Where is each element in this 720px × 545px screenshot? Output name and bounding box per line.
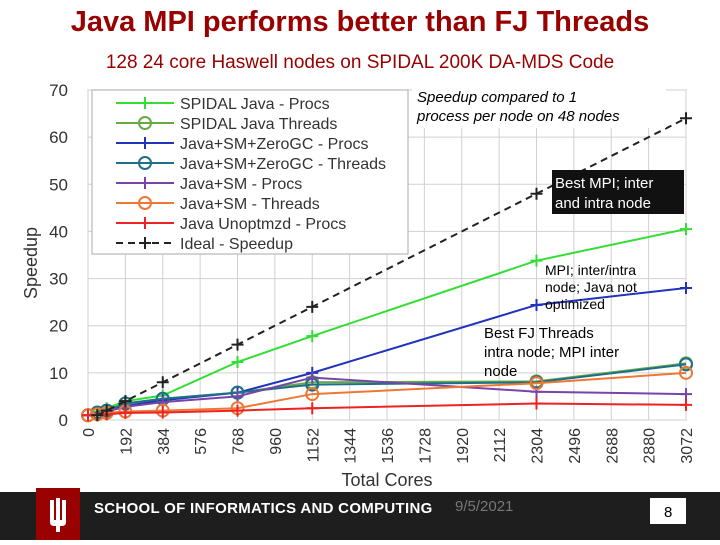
x-tick-label: 2112 (492, 428, 509, 463)
data-point (679, 357, 693, 372)
x-tick-label: 2304 (530, 428, 547, 464)
data-point (680, 388, 692, 401)
chart-legend: SPIDAL Java - Procs SPIDAL Java Threads Ja… (91, 89, 409, 255)
legend-item: SPIDAL Java Threads (116, 116, 337, 133)
y-tick-label: 20 (49, 317, 68, 336)
y-tick-label: 0 (59, 411, 68, 430)
y-tick-label: 40 (49, 222, 68, 241)
data-point (530, 298, 543, 311)
data-point (156, 406, 169, 419)
legend-label: SPIDAL Java Threads (180, 116, 337, 133)
legend-label: Java Unoptmzd - Procs (180, 216, 346, 233)
note-best-mpi: Best MPI; inter and intra node (555, 175, 653, 212)
x-tick-label: 384 (156, 428, 173, 455)
series-ideal-speedup (91, 112, 692, 422)
data-point (231, 356, 244, 369)
legend-item: Java+SM+ZeroGC - Procs (116, 136, 369, 153)
x-tick-label: 576 (193, 428, 210, 455)
data-point (679, 365, 693, 380)
x-tick-label: 2496 (567, 428, 584, 464)
data-point (100, 404, 113, 417)
note-speedup-bg (412, 86, 666, 128)
legend-item: Java Unoptmzd - Procs (116, 216, 346, 233)
y-tick-label: 60 (49, 128, 68, 147)
data-point (530, 254, 543, 267)
data-point (529, 376, 544, 391)
data-point (231, 390, 244, 403)
legend-marker (139, 237, 151, 249)
slide-date: 9/5/2021 (455, 498, 514, 515)
legend-item: Java+SM - Procs (116, 176, 302, 193)
page-number: 8 (664, 504, 673, 521)
y-tick-label: 70 (49, 81, 68, 100)
data-point (119, 395, 132, 408)
data-point (156, 376, 169, 389)
data-point (530, 397, 543, 410)
footer-bar: SCHOOL OF INFORMATICS AND COMPUTING 9/5/… (0, 488, 720, 540)
x-tick-label: 960 (268, 428, 285, 455)
legend-item: Java+SM - Threads (116, 196, 320, 213)
x-tick-label: 1344 (343, 428, 360, 464)
x-tick-label: 1920 (455, 428, 472, 464)
data-point (306, 300, 319, 313)
data-point (680, 398, 692, 411)
legend-label: Java+SM - Threads (180, 196, 320, 213)
note-best-fj: Best FJ Threads intra node; MPI inter node (484, 325, 619, 380)
legend-label: Java+SM+ZeroGC - Procs (180, 136, 369, 153)
x-tick-label: 3072 (679, 428, 696, 464)
legend-marker (138, 116, 152, 130)
y-tick-label: 50 (49, 175, 68, 194)
legend-marker (139, 217, 151, 229)
x-tick-label: 0 (81, 428, 98, 437)
x-tick-label: 192 (118, 428, 135, 455)
data-point (530, 187, 543, 200)
legend-item: SPIDAL Java - Procs (116, 96, 330, 113)
series-line (96, 117, 687, 417)
x-tick-label: 1536 (380, 428, 397, 464)
y-tick-label: 10 (49, 364, 68, 383)
school-name: SCHOOL OF INFORMATICS AND COMPUTING (94, 500, 433, 517)
data-point (119, 406, 132, 419)
x-tick-label: 2880 (642, 428, 659, 464)
legend-marker (139, 177, 151, 189)
slide-title: Java MPI performs better than FJ Threads (70, 6, 650, 38)
note-mpi-interintra: MPI; inter/intra node; Java not optimized (545, 262, 637, 312)
note-speedup: Speedup compared to 1 process per node on… (416, 89, 620, 125)
data-point (680, 282, 692, 294)
legend-marker (138, 156, 152, 170)
data-point (306, 330, 319, 343)
x-tick-label: 768 (231, 428, 248, 455)
x-tick-label: 1152 (305, 428, 322, 463)
data-point (231, 338, 244, 351)
data-point (306, 402, 319, 415)
x-tick-label: 2688 (604, 428, 621, 464)
note-best-mpi-bg (552, 170, 684, 214)
legend-marker (139, 137, 151, 149)
y-axis-title: Speedup (21, 227, 41, 299)
data-point (306, 371, 319, 384)
data-point (680, 112, 692, 125)
data-point (156, 396, 169, 409)
legend-label: Java+SM+ZeroGC - Threads (180, 156, 386, 173)
legend-marker (139, 97, 151, 109)
data-point (530, 385, 543, 398)
y-tick-label: 30 (49, 270, 68, 289)
page-number-box (650, 498, 686, 524)
legend-label: Ideal - Speedup (180, 236, 293, 253)
data-point (91, 409, 104, 422)
legend-marker (138, 196, 152, 210)
data-point (680, 223, 692, 236)
slide-subtitle: 128 24 core Haswell nodes on SPIDAL 200K… (105, 52, 615, 73)
legend-item: Java+SM+ZeroGC - Threads (116, 156, 386, 173)
speedup-chart: 0 10 20 30 40 50 60 70 0 192 384 576 768 960 1152 1344 1… (21, 81, 696, 490)
legend-label: Java+SM - Procs (180, 176, 302, 193)
x-tick-label: 1728 (417, 428, 434, 464)
x-axis-title: Total Cores (341, 470, 432, 490)
data-point (231, 404, 244, 417)
legend-label: SPIDAL Java - Procs (180, 96, 330, 113)
data-point (305, 387, 320, 402)
legend-item: Ideal - Speedup (116, 236, 293, 253)
university-logo-icon (36, 488, 80, 540)
